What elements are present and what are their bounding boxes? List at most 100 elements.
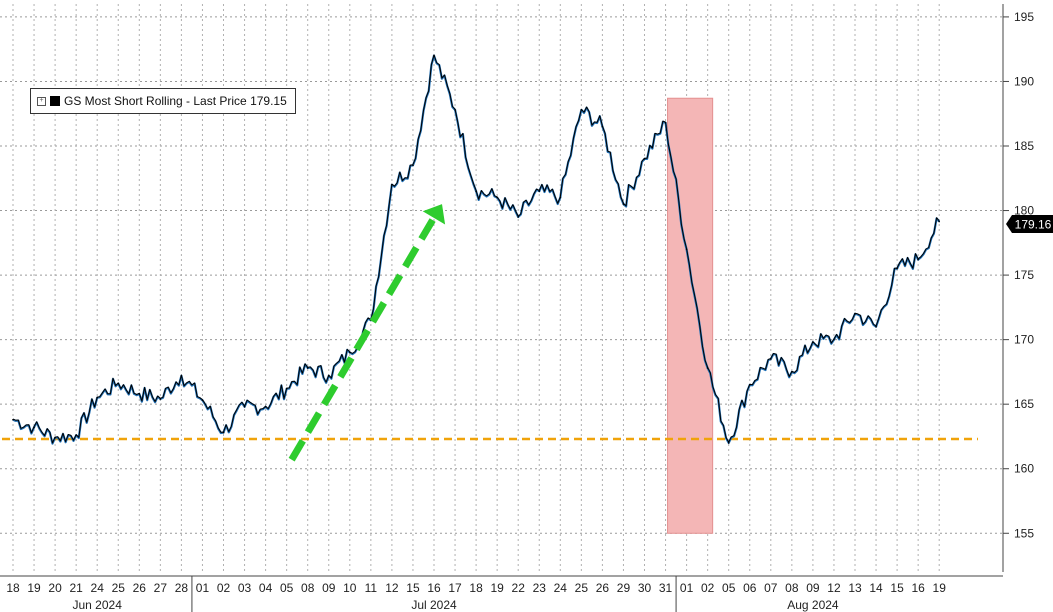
x-axis: 18 19 20 21 24 25 26 27 28 01 02 03 04 05 08 09 10 11 12 15… — [0, 575, 1003, 612]
series-point — [33, 426, 35, 429]
series-point — [75, 434, 77, 436]
series-point — [938, 220, 940, 223]
x-tick-label: 12 — [827, 581, 841, 595]
x-tick-label: 13 — [848, 581, 862, 595]
x-tick-label: 15 — [406, 581, 420, 595]
x-tick-label: 18 — [6, 581, 20, 595]
series-point — [349, 351, 351, 354]
month-label: Jun 2024 — [73, 598, 123, 612]
x-tick-label: 04 — [259, 581, 273, 595]
x-tick-label: 26 — [133, 581, 147, 595]
series-point — [243, 405, 246, 408]
trend-arrow — [288, 204, 446, 462]
series-point — [748, 384, 751, 386]
series-point — [643, 158, 646, 160]
series-point — [285, 387, 288, 390]
x-tick-label: 17 — [448, 581, 462, 595]
x-tick-label: 26 — [596, 581, 610, 595]
highlight-rect — [667, 97, 714, 534]
x-tick-label: 02 — [217, 581, 231, 595]
x-tick-label: 31 — [659, 581, 673, 595]
series-point — [770, 358, 772, 360]
x-tick-label: 25 — [112, 581, 126, 595]
x-tick-label: 16 — [911, 581, 925, 595]
series-point — [622, 203, 625, 205]
trend-arrow-shaft — [288, 216, 437, 462]
series-point — [454, 109, 456, 111]
series-point — [117, 382, 120, 385]
month-label: Aug 2024 — [787, 598, 839, 612]
price-series — [12, 54, 941, 445]
y-tick-label: 195 — [1014, 10, 1034, 24]
legend: + GS Most Short Rolling - Last Price 179… — [30, 88, 296, 114]
y-tick-label: 160 — [1014, 462, 1034, 476]
x-tick-label: 24 — [554, 581, 568, 595]
x-tick-label: 05 — [280, 581, 294, 595]
x-tick-label: 11 — [365, 581, 378, 595]
x-tick-label: 07 — [764, 581, 778, 595]
x-tick-label: 23 — [533, 581, 547, 595]
x-tick-label: 19 — [933, 581, 947, 595]
last-price-value: 179.16 — [1015, 218, 1052, 232]
y-tick-label: 180 — [1014, 204, 1034, 218]
x-tick-label: 21 — [69, 581, 83, 595]
y-tick-label: 155 — [1014, 526, 1034, 540]
x-tick-label: 01 — [196, 581, 210, 595]
y-tick-label: 185 — [1014, 139, 1034, 153]
series-point — [791, 371, 793, 373]
x-tick-label: 08 — [785, 581, 799, 595]
y-tick-label: 190 — [1014, 74, 1034, 88]
legend-label: GS Most Short Rolling - Last Price 179.1… — [64, 94, 287, 108]
x-tick-label: 14 — [869, 581, 883, 595]
series-point — [706, 367, 709, 369]
x-tick-label: 15 — [890, 581, 904, 595]
x-tick-label: 03 — [238, 581, 252, 595]
x-tick-label: 16 — [427, 581, 441, 595]
series-point — [96, 396, 98, 399]
series-point — [391, 183, 393, 186]
series-point — [496, 196, 498, 199]
gridlines — [0, 4, 1003, 572]
series-point — [685, 248, 688, 251]
legend-swatch — [50, 96, 60, 106]
highlight-band — [667, 97, 714, 534]
x-tick-label: 12 — [385, 581, 399, 595]
y-tick-label: 175 — [1014, 268, 1034, 282]
series-point — [201, 399, 204, 402]
series-point — [412, 164, 414, 167]
legend-expand-icon[interactable]: + — [37, 96, 46, 106]
x-tick-label: 29 — [617, 581, 631, 595]
x-tick-label: 25 — [575, 581, 589, 595]
series-point — [917, 258, 919, 261]
x-tick-label: 09 — [806, 581, 820, 595]
series-point — [54, 436, 56, 439]
month-label: Jul 2024 — [411, 598, 457, 612]
y-tick-label: 170 — [1014, 333, 1034, 347]
x-tick-label: 08 — [301, 581, 315, 595]
y-axis: 155 160 165 170 175 180 185 190 195 — [1002, 4, 1034, 572]
x-tick-label: 28 — [175, 581, 189, 595]
series-point — [222, 431, 225, 434]
series-point — [138, 393, 141, 395]
x-tick-label: 30 — [638, 581, 652, 595]
series-point — [433, 54, 435, 57]
series-point — [327, 374, 330, 377]
series-point — [180, 374, 183, 377]
series-point — [875, 325, 877, 328]
series-point — [812, 341, 814, 344]
x-tick-label: 01 — [680, 581, 694, 595]
x-tick-label: 18 — [469, 581, 483, 595]
series-point — [159, 398, 162, 400]
series-point — [559, 196, 562, 199]
x-tick-label: 10 — [343, 581, 357, 595]
series-point — [475, 190, 477, 192]
x-tick-label: 05 — [722, 581, 736, 595]
last-price-tag: 179.16 — [1006, 215, 1053, 233]
x-tick-label: 24 — [91, 581, 105, 595]
series-point — [833, 338, 835, 341]
series-point — [580, 109, 583, 111]
series-point — [306, 367, 309, 369]
x-tick-label: 09 — [322, 581, 336, 595]
series-point — [12, 418, 14, 421]
trend-arrow-head — [422, 204, 446, 225]
